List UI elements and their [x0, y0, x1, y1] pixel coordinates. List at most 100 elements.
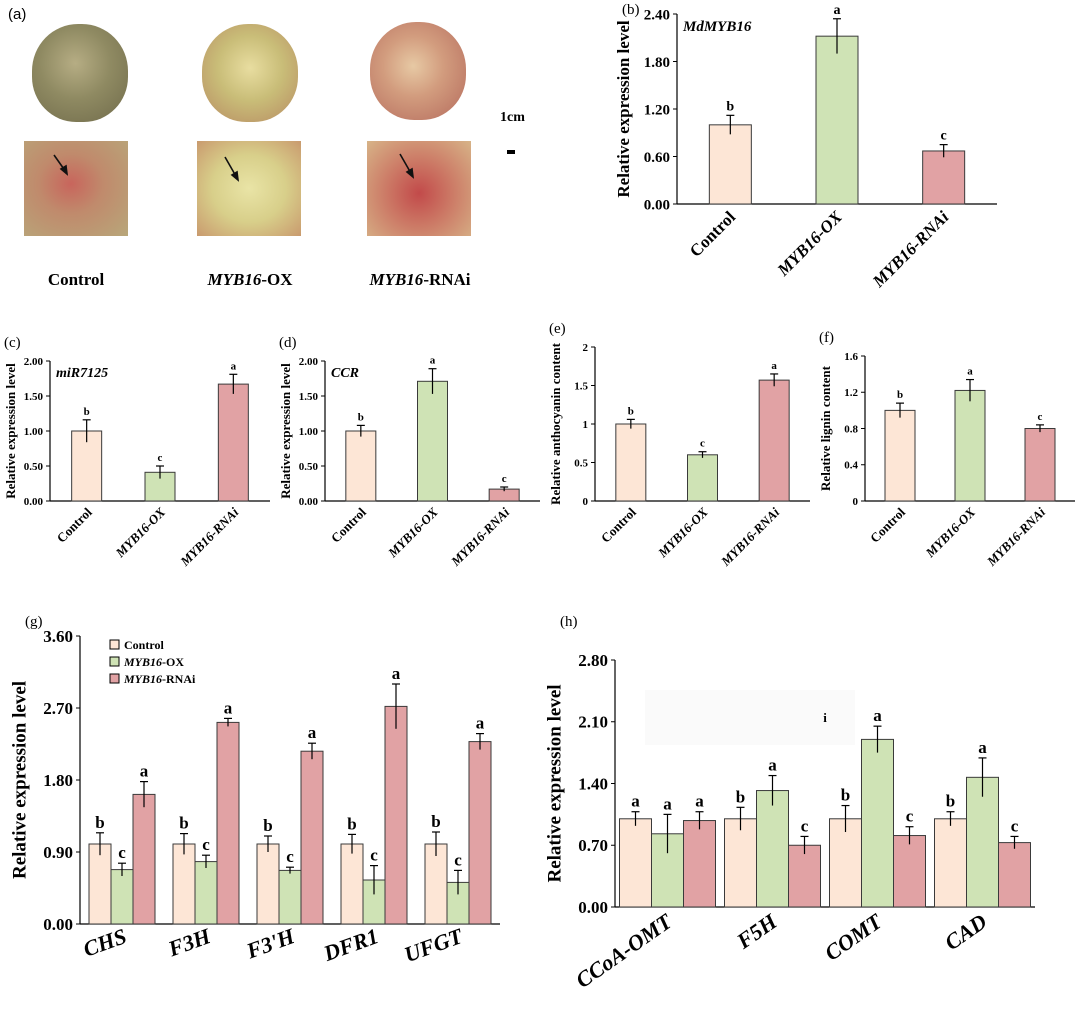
y-tick-label-c: 2.00 [24, 356, 44, 368]
significance-letter-g: c [286, 847, 294, 866]
significance-letter-h: c [1011, 816, 1019, 835]
x-tick-label-e: MYB16-OX [654, 504, 710, 560]
y-tick-label-e: 1.5 [574, 380, 588, 392]
bar-g-2-s2 [300, 750, 324, 925]
y-tick-label-f: 0.4 [844, 460, 858, 472]
x-tick-label-b: MYB16-RNAi [868, 207, 952, 291]
x-tick-label-g: F3H [164, 923, 215, 962]
significance-letter-h: a [768, 756, 777, 775]
x-tick-label-c: MYB16-OX [112, 504, 168, 560]
significance-letter-h: c [801, 816, 809, 835]
bar-d-1 [417, 380, 448, 502]
arrowhead-rnai [405, 167, 415, 179]
legend-entry-g: Control [124, 638, 164, 652]
significance-letter-g: b [263, 816, 272, 835]
y-tick-label-e: 1 [583, 419, 589, 431]
x-tick-label-g: DFR1 [319, 923, 381, 966]
significance-letter-b: a [834, 3, 841, 18]
significance-letter-c: c [158, 452, 163, 464]
y-tick-label-b: 1.20 [644, 102, 670, 118]
significance-letter-b: b [726, 99, 734, 114]
chart-d: (d) 0.00 0.50 1.00 1.50 2.00 Relative expressi… [278, 335, 540, 569]
significance-letter-g: c [118, 843, 126, 862]
bar-h-3-s0 [934, 818, 967, 908]
chart-h: (h) 0.00 0.70 1.40 2.10 2.80 Relative expressi… [545, 614, 1035, 993]
y-tick-label-h: 2.80 [578, 651, 608, 670]
bar-g-2-s1 [278, 869, 302, 925]
significance-letter-g: c [370, 846, 378, 865]
panel-label-g: (g) [25, 614, 43, 630]
significance-letter-h: a [873, 706, 882, 725]
bar-g-0-s1 [110, 869, 134, 925]
bar-g-1-s2 [216, 721, 240, 925]
y-tick-label-c: 0.50 [24, 461, 44, 473]
significance-letter-h: b [736, 787, 745, 806]
significance-letter-b: c [941, 129, 947, 144]
chart-title-d: CCR [331, 366, 359, 381]
y-tick-label-b: 2.40 [644, 7, 670, 23]
bar-g-2-s0 [256, 843, 280, 925]
chart-title-c: miR7125 [56, 366, 108, 381]
significance-letter-g: a [476, 714, 485, 733]
significance-letter-f: a [967, 366, 973, 378]
significance-letter-g: a [140, 762, 149, 781]
bar-h-1-s2 [788, 844, 821, 908]
y-tick-label-f: 0 [853, 496, 859, 508]
legend-swatch-g [109, 639, 120, 650]
bar-f-1 [954, 389, 986, 502]
y-axis-label-g: Relative expression level [10, 681, 31, 879]
y-axis-label-d: Relative expression level [278, 363, 293, 499]
legend-entry-g: MYB16-RNAi [123, 672, 196, 686]
bar-f-0 [884, 409, 916, 502]
significance-letter-h: b [841, 786, 850, 805]
legend-normal-part: -OX [162, 655, 184, 669]
chart-f: (f) 0 0.4 0.8 1.2 1.6 Relative lignin content b… [818, 330, 1075, 569]
photo-rnai-whole [366, 16, 470, 124]
bar-g-0-s0 [88, 843, 112, 925]
y-tick-label-e: 2 [583, 342, 589, 354]
scale-label: 1cm [500, 110, 525, 125]
x-tick-label-c: Control [54, 504, 95, 545]
bar-h-2-s2 [893, 835, 926, 908]
significance-letter-d: b [358, 411, 364, 423]
legend-swatch-g [109, 656, 120, 667]
bar-g-0-s2 [132, 793, 156, 925]
bar-c-2 [217, 383, 249, 502]
bar-h-1-s1 [756, 790, 789, 908]
x-tick-label-f: MYB16-OX [922, 504, 978, 560]
bar-g-1-s1 [194, 861, 218, 925]
significance-letter-g: b [95, 813, 104, 832]
legend-normal-part: -RNAi [162, 672, 196, 686]
caption-control: Control [47, 270, 105, 289]
y-tick-label-h: 0.00 [578, 898, 608, 917]
photo-ox-closeup [197, 141, 301, 236]
significance-letter-g: a [224, 698, 233, 717]
y-axis-label-b: Relative expression level [614, 20, 633, 197]
x-tick-label-b: Control [686, 207, 739, 260]
chart-b: (b) 0.00 0.60 1.20 1.80 2.40 Relative expressi… [614, 2, 997, 292]
y-tick-label-f: 0.8 [844, 423, 858, 435]
y-tick-label-f: 1.2 [844, 387, 858, 399]
photo-control-whole [28, 20, 132, 124]
bar-h-3-s2 [998, 842, 1031, 908]
y-tick-label-g: 1.80 [43, 771, 73, 790]
chart-g: (g) 0.00 0.90 1.80 2.70 3.60 Relative expressi… [10, 614, 500, 967]
bar-d-0 [345, 430, 377, 502]
bar-h-0-s0 [619, 818, 652, 908]
y-tick-label-c: 0.00 [24, 496, 44, 508]
y-tick-label-c: 1.50 [24, 391, 44, 403]
x-tick-label-h: COMT [820, 908, 888, 966]
significance-letter-d: a [430, 355, 436, 367]
apple-ox [202, 24, 298, 122]
bar-g-3-s2 [384, 705, 408, 925]
y-tick-label-g: 0.00 [43, 915, 73, 934]
significance-letter-c: a [231, 360, 237, 372]
significance-letter-g: b [431, 812, 440, 831]
chart-title-b: MdMYB16 [682, 19, 752, 35]
panel-label-f: (f) [819, 330, 834, 346]
y-tick-label-d: 0.50 [299, 461, 319, 473]
significance-letter-c: b [84, 406, 90, 418]
x-tick-label-f: Control [867, 504, 908, 545]
x-tick-label-h: CCoA-OMT [571, 908, 678, 993]
faint-box-h [645, 690, 855, 745]
